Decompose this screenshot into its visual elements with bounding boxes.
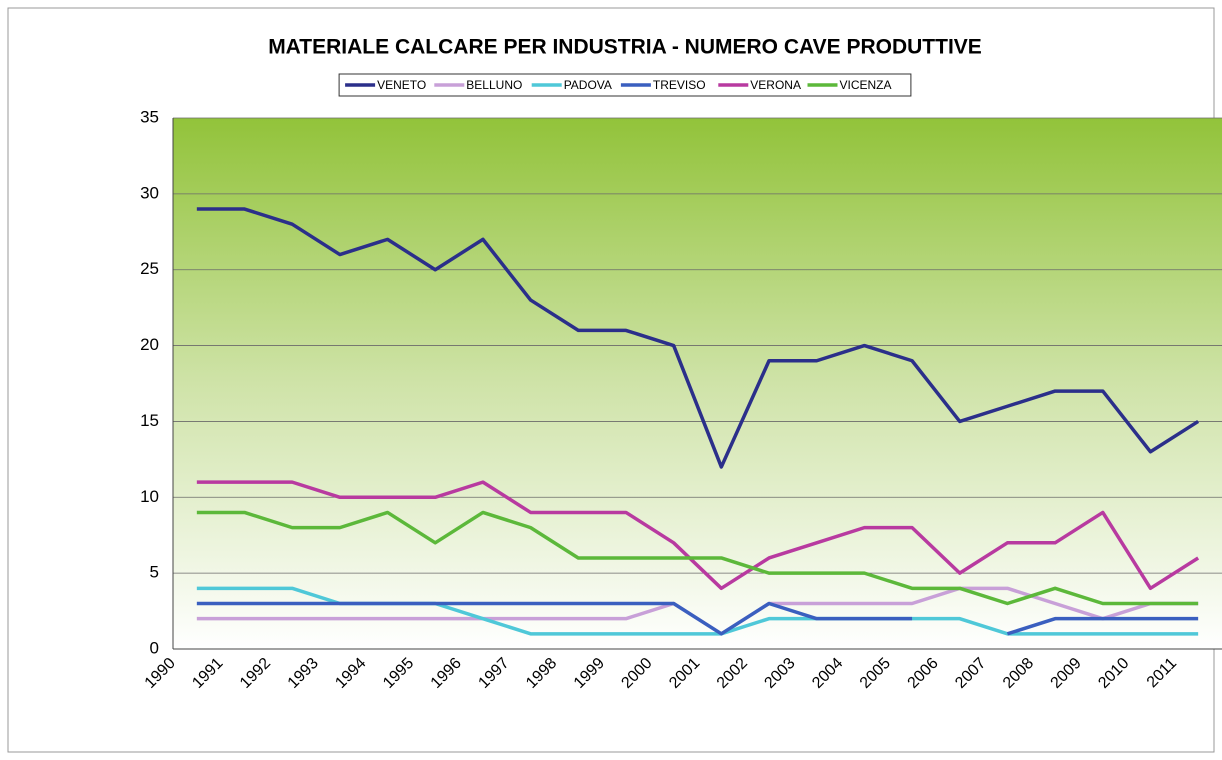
- y-tick-label: 25: [140, 259, 159, 278]
- legend-label: PADOVA: [564, 78, 612, 92]
- series-line: [196, 207, 1200, 469]
- series-line: [196, 601, 1199, 636]
- legend-label: BELLUNO: [466, 78, 522, 92]
- plot-area: [173, 118, 1222, 649]
- y-tick-label: 5: [150, 563, 159, 582]
- y-tick-label: 10: [140, 487, 159, 506]
- legend-label: VENETO: [377, 78, 426, 92]
- series-line: [196, 510, 1199, 606]
- legend-label: VICENZA: [840, 78, 892, 92]
- legend-label: TREVISO: [653, 78, 706, 92]
- y-tick-label: 15: [140, 411, 159, 430]
- y-tick-label: 35: [140, 107, 159, 126]
- y-tick-label: 0: [150, 638, 159, 657]
- legend: VENETO BELLUNO PADOVA TREVISO VERONA VICENZA: [338, 73, 912, 97]
- y-tick-label: 20: [140, 335, 159, 354]
- series-line: [196, 480, 1200, 591]
- legend-label: VERONA: [750, 78, 801, 92]
- chart-title: MATERIALE CALCARE PER INDUSTRIA - NUMERO…: [268, 36, 982, 59]
- y-tick-label: 30: [140, 183, 159, 202]
